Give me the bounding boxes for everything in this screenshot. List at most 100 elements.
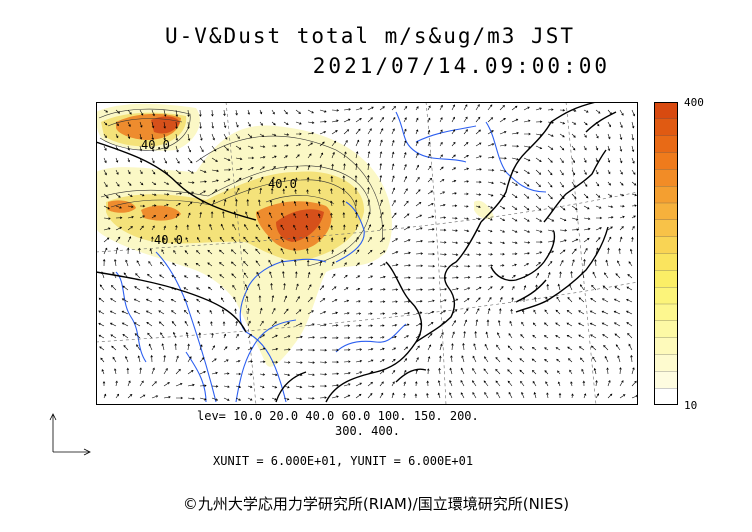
chart-timestamp: 2021/07/14.09:00:00 [312,54,610,78]
wind-arrow [331,348,339,352]
wind-arrow [330,225,334,231]
wind-arrow [535,157,542,163]
wind-arrow [626,286,633,291]
wind-arrow [451,265,459,268]
wind-arrow [547,181,553,188]
wind-arrow [271,347,279,351]
wind-arrow [295,373,303,377]
wind-arrow [379,275,386,279]
wind-arrow [559,271,562,279]
copyright-notice: ©九州大学応用力学研究所(RIAM)/国立環境研究所(NIES) [182,495,570,513]
wind-arrow [547,145,554,150]
color-scale-cell [654,337,678,356]
wind-arrow [175,192,182,195]
wind-arrow [125,355,129,363]
wind-arrow [391,187,396,195]
wind-arrow [449,367,453,375]
wind-arrow [414,393,418,399]
wind-arrow [355,107,363,111]
wind-arrow [354,199,358,207]
wind-arrow [306,259,310,267]
wind-arrow [231,273,237,279]
wind-arrow [307,284,312,291]
wind-arrow [175,181,182,185]
wind-arrow [619,133,623,140]
wind-arrow [307,361,315,364]
wind-arrow [547,250,555,255]
wind-arrow [233,211,237,219]
wind-arrow [207,262,213,267]
wind-arrow [497,320,501,327]
color-scale-cell [654,388,678,405]
wind-arrow [173,250,177,255]
wind-arrow [307,271,311,279]
wind-arrow [196,250,201,255]
wind-arrow [547,240,555,243]
wind-arrow [208,298,213,303]
wind-arrow [578,297,585,303]
wind-arrow [628,261,633,267]
wind-arrow [319,141,325,147]
wind-arrow [136,344,141,351]
wind-arrow [223,178,231,183]
wind-arrow [330,188,333,195]
wind-arrow [223,346,228,351]
wind-arrow [158,298,165,303]
wind-arrow [295,283,299,291]
color-scale-cell [654,202,678,221]
wind-arrow [603,344,609,351]
wind-arrow [319,298,326,303]
wind-arrow [151,157,155,164]
wind-arrow [590,334,597,339]
wind-arrow [127,133,131,140]
wind-arrow [151,215,157,219]
wind-arrow [271,176,275,183]
wind-arrow [523,169,530,174]
wind-arrow [355,359,363,363]
wind-arrow [319,131,327,135]
wind-arrow [211,385,219,388]
wind-arrow [631,380,637,387]
wind-arrow [176,396,184,400]
wind-arrow [115,216,123,220]
wind-arrow [223,397,230,401]
wind-arrow [403,369,407,375]
wind-arrow [123,272,129,279]
wind-arrow [318,248,322,255]
wind-arrow [183,310,189,315]
wind-arrow [271,121,276,126]
wind-arrow [583,145,587,151]
wind-arrow [559,133,565,138]
wind-arrow [391,199,396,207]
wind-arrow [571,248,577,255]
wind-arrow [497,332,501,339]
wind-arrow [115,380,118,387]
wind-arrow [343,348,351,352]
wind-arrow [294,189,297,195]
wind-arrow [232,223,237,231]
wind-arrow [183,298,189,303]
wind-arrow [427,117,431,123]
wind-arrow [319,120,327,124]
wind-arrow [134,333,141,339]
wind-arrow [595,181,600,187]
wind-arrow [499,193,506,198]
wind-arrow [439,276,447,280]
wind-arrow [426,368,430,375]
wind-arrow [531,358,537,363]
wind-arrow [211,332,214,339]
wind-arrow [331,109,340,112]
wind-arrow [355,348,363,351]
wind-arrow [450,355,453,363]
wind-arrow [463,276,471,279]
wind-arrow [415,264,424,268]
wind-arrow [499,229,506,233]
wind-arrow [236,372,242,376]
wind-arrow [499,169,507,173]
wind-arrow [367,370,374,375]
wind-arrow [307,310,314,315]
wind-arrow [211,345,215,351]
wind-arrow [451,129,456,135]
wind-arrow [589,322,597,327]
wind-arrow [163,133,166,141]
